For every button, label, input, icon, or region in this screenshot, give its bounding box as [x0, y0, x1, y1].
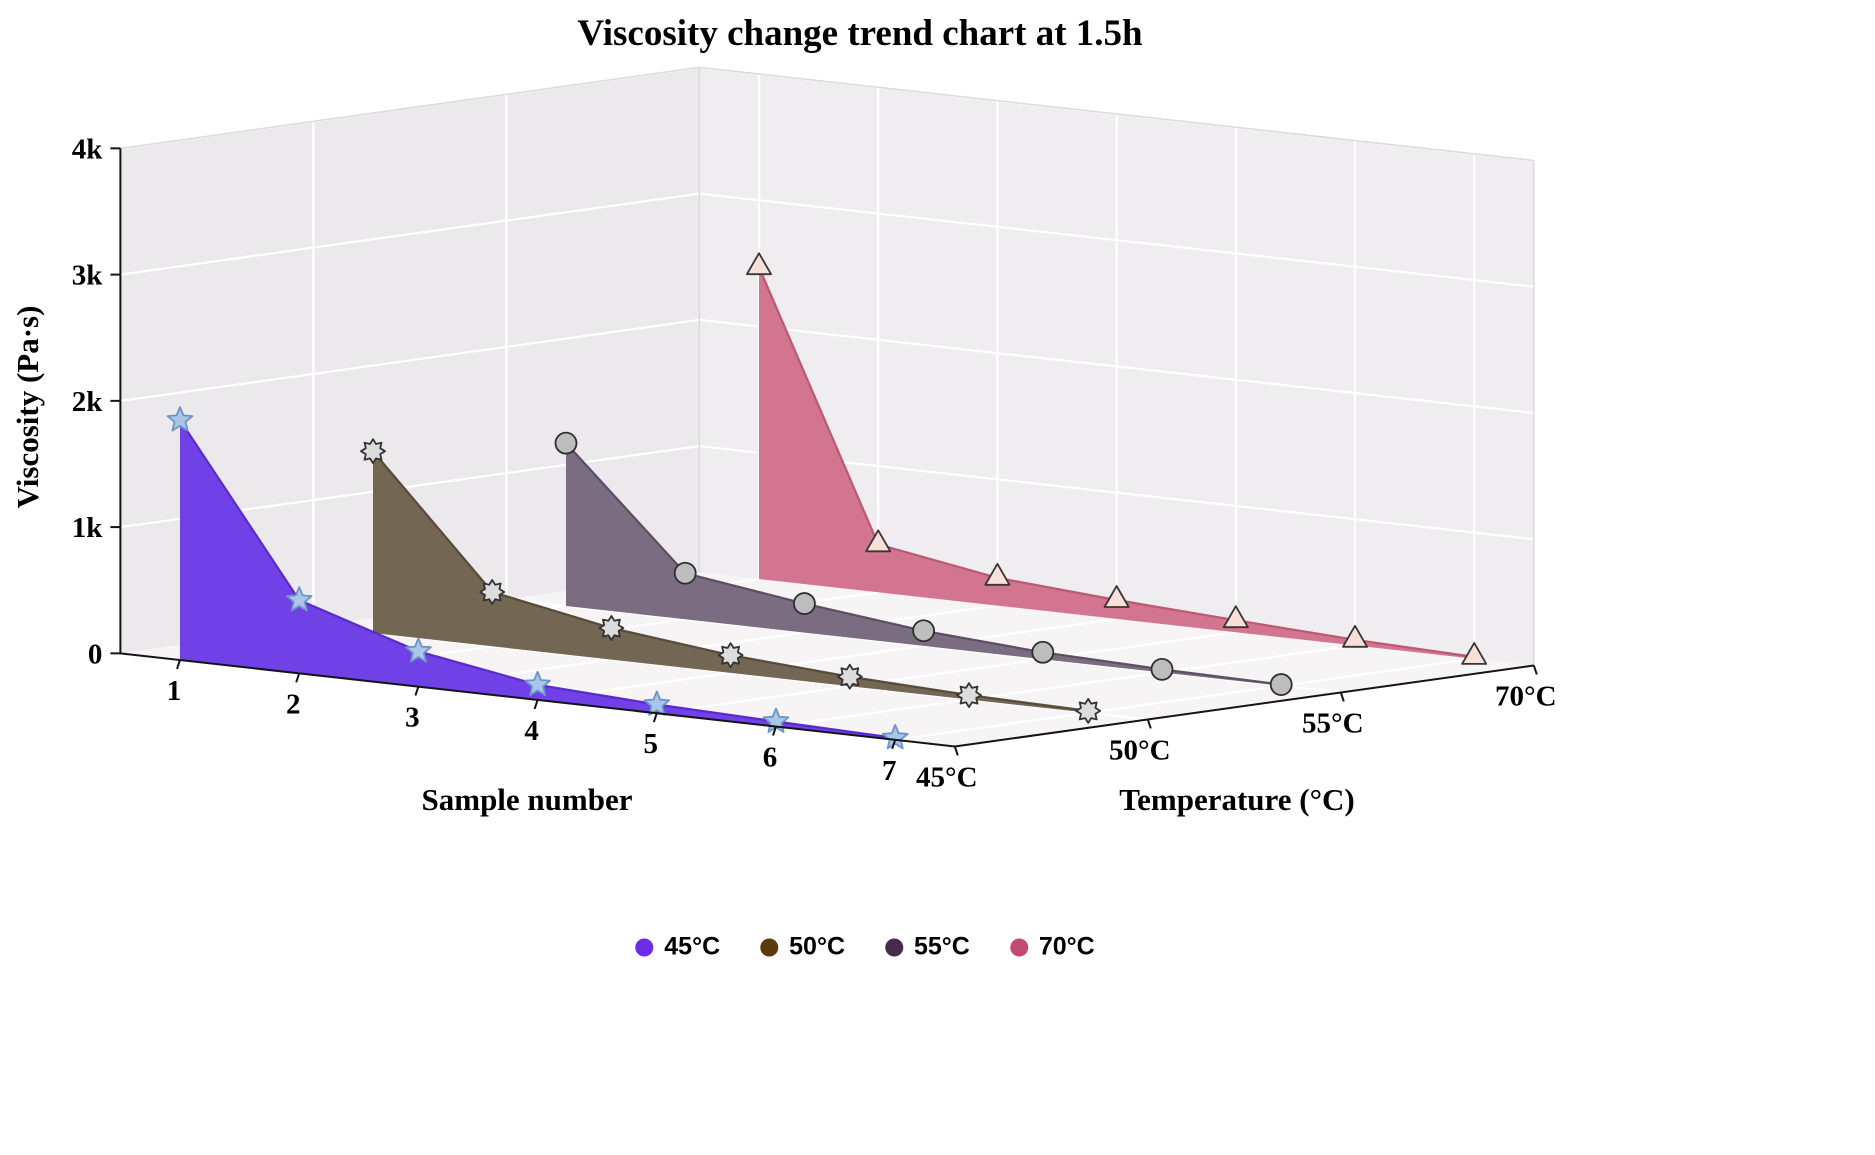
- series-55°C: [554, 431, 1293, 696]
- marker-triangle: [1461, 642, 1488, 665]
- marker-triangle: [746, 252, 772, 276]
- marker-circle: [912, 619, 935, 643]
- marker-circle: [554, 431, 578, 455]
- z-tick-label: 50°C: [1109, 734, 1171, 766]
- legend-label: 45°C: [664, 932, 721, 961]
- marker-star: [166, 406, 194, 432]
- y-tick-label: 2k: [72, 386, 104, 418]
- marker-octagram: [479, 579, 506, 605]
- marker-triangle: [1222, 605, 1249, 629]
- legend-item-70°C: 70°C: [1009, 932, 1095, 962]
- z-tick-label: 55°C: [1302, 707, 1364, 739]
- marker-triangle: [865, 529, 892, 553]
- x-tick-label: 2: [286, 688, 301, 720]
- x-tick-label: 5: [644, 728, 659, 760]
- y-tick-label: 4k: [72, 133, 104, 165]
- x-tick-label: 4: [524, 715, 539, 747]
- marker-octagram: [1075, 698, 1102, 724]
- tick-labels: 0 1k 2k 3k 4k 1 2 3 4 5 6 7 45°C 50°C 55°C 70°C: [72, 133, 1557, 793]
- legend-item-50°C: 50°C: [760, 933, 845, 962]
- marker-octagram: [836, 663, 863, 690]
- marker-circle: [1031, 640, 1055, 664]
- legend-item-55°C: 55°C: [885, 933, 970, 962]
- marker-star: [285, 586, 313, 612]
- wall-edges: [120, 66, 1535, 666]
- z-tick-label: 70°C: [1495, 680, 1557, 712]
- marker-octagram: [598, 615, 625, 641]
- y-axis-label: Viscosity (Pa·s): [10, 305, 45, 509]
- x-tick-label: 6: [763, 742, 778, 774]
- legend-swatch: [760, 938, 779, 956]
- marker-triangle: [1103, 585, 1130, 608]
- marker-triangle: [1342, 624, 1368, 648]
- marker-star: [643, 690, 671, 716]
- marker-octagram: [360, 438, 386, 465]
- series-50°C: [360, 438, 1102, 724]
- series-45°C: [166, 406, 909, 750]
- y-tick-label: 1k: [72, 512, 104, 544]
- x-axis-label: Sample number: [421, 782, 633, 817]
- legend-swatch: [1009, 938, 1028, 956]
- marker-star: [881, 724, 909, 750]
- legend-swatch: [885, 938, 903, 956]
- legend-item-45°C: 45°C: [635, 933, 720, 962]
- x-tick-label: 7: [882, 755, 897, 787]
- x-tick-label: 1: [167, 675, 182, 707]
- marker-triangle: [984, 562, 1011, 586]
- axes: [110, 147, 1538, 756]
- marker-star: [524, 670, 551, 697]
- legend-label: 55°C: [914, 932, 970, 961]
- marker-circle: [793, 592, 816, 615]
- z-axis-label: Temperature (°C): [1119, 782, 1355, 817]
- chart-title: Viscosity change trend chart at 1.5h: [577, 13, 1143, 54]
- marker-circle: [1150, 657, 1174, 681]
- marker-star: [405, 637, 432, 663]
- y-tick-label: 3k: [72, 260, 104, 292]
- series-70°C: [746, 252, 1488, 665]
- marker-octagram: [717, 642, 744, 669]
- legend-swatch: [635, 938, 654, 956]
- legend-label: 70°C: [1038, 932, 1095, 961]
- legend-label: 50°C: [789, 932, 845, 961]
- y-tick-label: 0: [88, 638, 103, 670]
- marker-octagram: [956, 682, 982, 708]
- marker-circle: [1269, 673, 1293, 696]
- z-tick-label: 45°C: [916, 761, 978, 793]
- x-tick-label: 3: [405, 702, 420, 734]
- legend: 45°C 50°C 55°C 70°C: [635, 932, 1095, 962]
- marker-circle: [673, 561, 697, 585]
